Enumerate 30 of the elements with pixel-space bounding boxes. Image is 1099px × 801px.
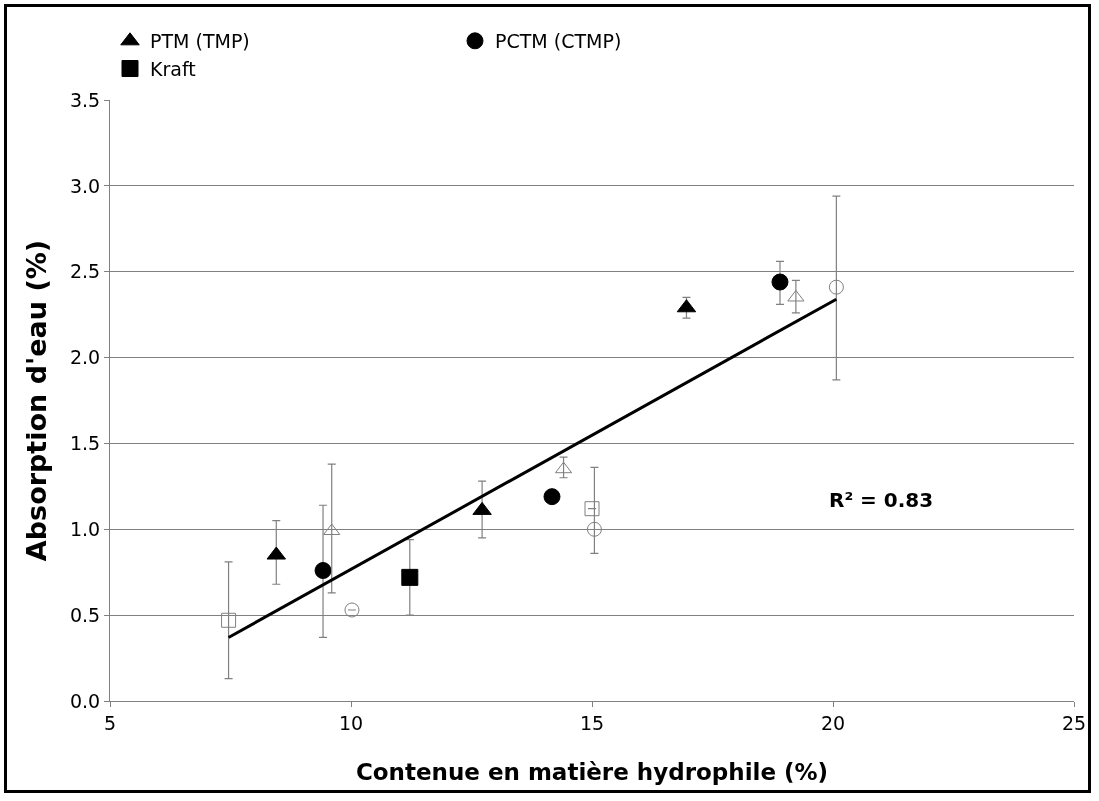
y-tick-label: 3.5 bbox=[69, 88, 101, 111]
y-axis-title: Absorption d'eau (%) bbox=[21, 239, 52, 562]
point bbox=[472, 501, 492, 515]
point bbox=[584, 501, 600, 517]
point bbox=[586, 521, 602, 537]
y-tick-label: 0.0 bbox=[69, 689, 101, 712]
x-tick-label: 10 bbox=[338, 711, 364, 734]
y-tick-label: 2.5 bbox=[69, 260, 101, 283]
x-tick-label: 25 bbox=[1061, 711, 1087, 734]
y-tick-label: 1.0 bbox=[69, 517, 101, 540]
point bbox=[787, 289, 805, 302]
y-tick-label: 3.0 bbox=[69, 174, 101, 197]
x-tick-label: 20 bbox=[820, 711, 846, 734]
point bbox=[771, 273, 789, 291]
point bbox=[344, 602, 360, 618]
point bbox=[314, 562, 332, 579]
y-tick-label: 1.5 bbox=[69, 432, 101, 455]
x-tick-label: 5 bbox=[103, 711, 117, 734]
x-tick-label: 15 bbox=[579, 711, 605, 734]
point bbox=[401, 568, 419, 586]
y-tick-label: 2.0 bbox=[69, 346, 101, 369]
y-tick-label: 0.5 bbox=[69, 603, 101, 626]
legend-label: PCTM (CTMP) bbox=[495, 30, 622, 53]
annotation: R² = 0.83 bbox=[829, 488, 934, 512]
x-axis-title: Contenue en matière hydrophile (%) bbox=[355, 759, 829, 785]
point bbox=[221, 612, 237, 628]
legend-label: PTM (TMP) bbox=[150, 30, 250, 53]
point bbox=[543, 488, 561, 506]
point bbox=[828, 279, 844, 295]
legend-label: Kraft bbox=[150, 57, 196, 80]
